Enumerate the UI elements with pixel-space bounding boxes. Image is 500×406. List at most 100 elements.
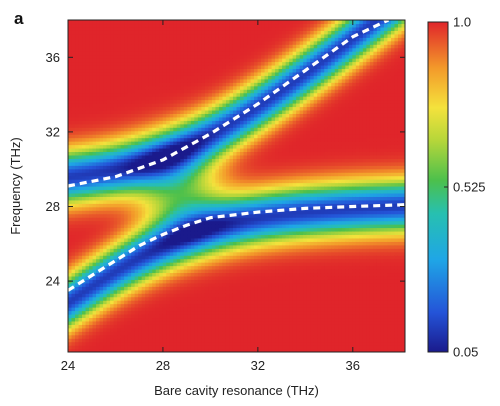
heatmap-cell bbox=[159, 279, 164, 284]
heatmap-cell bbox=[127, 123, 132, 128]
heatmap-cell bbox=[176, 172, 181, 177]
heatmap-cell bbox=[194, 230, 199, 236]
heatmap-cell bbox=[99, 96, 104, 101]
heatmap-cell bbox=[180, 141, 185, 146]
heatmap-cell bbox=[155, 54, 160, 59]
heatmap-cell bbox=[106, 313, 111, 319]
heatmap-cell bbox=[211, 168, 217, 173]
heatmap-cell bbox=[127, 189, 132, 194]
heatmap-cell bbox=[127, 103, 132, 108]
heatmap-cell bbox=[134, 186, 139, 191]
heatmap-cell bbox=[222, 244, 227, 249]
heatmap-cell bbox=[141, 96, 146, 101]
heatmap-cell bbox=[190, 137, 195, 142]
heatmap-cell bbox=[127, 109, 132, 114]
heatmap-cell bbox=[215, 61, 220, 66]
heatmap-cell bbox=[155, 130, 160, 135]
heatmap-cell bbox=[173, 82, 178, 87]
heatmap-cell bbox=[211, 237, 217, 242]
heatmap-cell bbox=[173, 40, 178, 45]
heatmap-cell bbox=[180, 303, 185, 308]
heatmap-cell bbox=[222, 241, 227, 246]
heatmap-cell bbox=[162, 313, 167, 319]
heatmap-cell bbox=[117, 186, 122, 191]
heatmap-cell bbox=[145, 234, 150, 239]
heatmap-cell bbox=[222, 262, 227, 267]
heatmap-cell bbox=[127, 192, 132, 197]
heatmap-cell bbox=[243, 168, 248, 173]
heatmap-cell bbox=[190, 82, 195, 87]
heatmap-cell bbox=[75, 61, 80, 66]
heatmap-cell bbox=[75, 327, 80, 332]
heatmap-cell bbox=[131, 324, 136, 329]
heatmap-cell bbox=[218, 113, 224, 118]
heatmap-cell bbox=[117, 296, 122, 301]
heatmap-cell bbox=[197, 199, 202, 204]
heatmap-cell bbox=[197, 20, 202, 25]
heatmap-cell bbox=[225, 345, 231, 350]
heatmap-cell bbox=[247, 78, 252, 83]
heatmap-cell bbox=[222, 275, 227, 280]
heatmap-cell bbox=[145, 282, 150, 287]
heatmap-cell bbox=[201, 137, 206, 142]
heatmap-cell bbox=[201, 320, 206, 325]
heatmap-cell bbox=[106, 199, 111, 204]
heatmap-cell bbox=[201, 113, 206, 118]
heatmap-cell bbox=[201, 20, 206, 25]
heatmap-cell bbox=[197, 165, 202, 170]
heatmap-cell bbox=[82, 103, 87, 108]
heatmap-cell bbox=[218, 345, 224, 350]
heatmap-cell bbox=[218, 258, 224, 263]
heatmap-cell bbox=[222, 120, 227, 125]
heatmap-cell bbox=[138, 106, 143, 111]
heatmap-cell bbox=[197, 296, 202, 301]
heatmap-cell bbox=[92, 127, 97, 132]
heatmap-cell bbox=[113, 265, 118, 270]
heatmap-cell bbox=[145, 51, 150, 56]
heatmap-cell bbox=[162, 258, 167, 263]
heatmap-cell bbox=[225, 47, 231, 52]
heatmap-cell bbox=[82, 303, 87, 308]
heatmap-cell bbox=[120, 230, 125, 236]
heatmap-cell bbox=[89, 237, 94, 242]
heatmap-cell bbox=[131, 127, 136, 132]
heatmap-cell bbox=[138, 275, 143, 280]
heatmap-cell bbox=[159, 64, 164, 70]
heatmap-cell bbox=[229, 30, 234, 35]
heatmap-cell bbox=[124, 85, 129, 90]
heatmap-cell bbox=[229, 272, 234, 277]
heatmap-cell bbox=[208, 103, 213, 108]
heatmap-cell bbox=[96, 82, 101, 87]
heatmap-cell bbox=[243, 320, 248, 325]
heatmap-cell bbox=[232, 141, 238, 146]
heatmap-cell bbox=[180, 92, 185, 97]
heatmap-cell bbox=[204, 255, 210, 260]
heatmap-cell bbox=[247, 282, 252, 287]
heatmap-cell bbox=[215, 151, 220, 156]
heatmap-cell bbox=[173, 293, 178, 298]
heatmap-cell bbox=[215, 161, 220, 166]
heatmap-cell bbox=[152, 241, 157, 246]
heatmap-cell bbox=[232, 33, 238, 38]
heatmap-cell bbox=[78, 275, 83, 280]
heatmap-cell bbox=[222, 206, 227, 211]
heatmap-cell bbox=[96, 147, 101, 153]
heatmap-cell bbox=[75, 144, 80, 149]
heatmap-cell bbox=[229, 23, 234, 28]
heatmap-cell bbox=[117, 75, 122, 80]
heatmap-cell bbox=[127, 282, 132, 287]
heatmap-cell bbox=[187, 175, 192, 180]
heatmap-cell bbox=[183, 92, 188, 97]
heatmap-cell bbox=[68, 341, 73, 346]
heatmap-cell bbox=[183, 30, 188, 35]
heatmap-cell bbox=[117, 96, 122, 101]
heatmap-cell bbox=[159, 68, 164, 73]
heatmap-cell bbox=[159, 144, 164, 149]
heatmap-cell bbox=[127, 127, 132, 132]
heatmap-cell bbox=[75, 251, 80, 256]
heatmap-cell bbox=[117, 123, 122, 128]
heatmap-cell bbox=[155, 172, 160, 177]
heatmap-cell bbox=[218, 237, 224, 242]
heatmap-cell bbox=[141, 196, 146, 201]
heatmap-cell bbox=[113, 137, 118, 142]
